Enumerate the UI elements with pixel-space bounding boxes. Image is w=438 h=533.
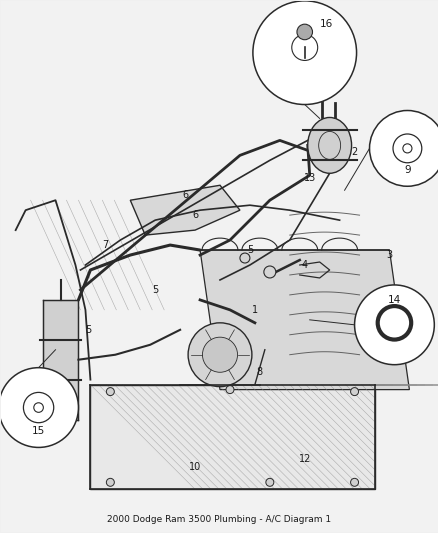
Polygon shape bbox=[200, 250, 409, 390]
Text: 2000 Dodge Ram 3500 Plumbing - A/C Diagram 1: 2000 Dodge Ram 3500 Plumbing - A/C Diagr… bbox=[107, 515, 331, 524]
Ellipse shape bbox=[307, 117, 351, 173]
Text: 12: 12 bbox=[298, 455, 310, 464]
Circle shape bbox=[350, 387, 358, 395]
Text: 14: 14 bbox=[387, 295, 400, 305]
Text: 6: 6 bbox=[182, 190, 188, 200]
Text: 5: 5 bbox=[246, 245, 252, 255]
Text: 7: 7 bbox=[102, 240, 108, 250]
Circle shape bbox=[296, 24, 312, 40]
Circle shape bbox=[263, 266, 275, 278]
Text: 6: 6 bbox=[191, 210, 198, 220]
Circle shape bbox=[0, 368, 78, 447]
Polygon shape bbox=[130, 185, 240, 235]
Circle shape bbox=[202, 337, 237, 372]
FancyBboxPatch shape bbox=[42, 300, 78, 419]
Text: 13: 13 bbox=[303, 173, 315, 183]
Text: 1: 1 bbox=[251, 305, 258, 315]
Circle shape bbox=[350, 478, 358, 486]
Text: 4: 4 bbox=[301, 260, 307, 270]
Circle shape bbox=[106, 478, 114, 486]
Circle shape bbox=[226, 385, 233, 393]
Circle shape bbox=[187, 323, 251, 386]
Text: 5: 5 bbox=[85, 325, 92, 335]
Text: 3: 3 bbox=[385, 250, 392, 260]
Text: 9: 9 bbox=[403, 165, 410, 175]
Circle shape bbox=[354, 285, 433, 365]
Circle shape bbox=[369, 110, 438, 186]
Circle shape bbox=[106, 387, 114, 395]
Text: 2: 2 bbox=[351, 147, 357, 157]
FancyBboxPatch shape bbox=[90, 385, 374, 489]
Circle shape bbox=[265, 478, 273, 486]
Text: 16: 16 bbox=[320, 19, 333, 29]
Text: 15: 15 bbox=[32, 426, 45, 435]
Text: 10: 10 bbox=[188, 462, 201, 472]
Circle shape bbox=[252, 1, 356, 104]
Text: 5: 5 bbox=[152, 285, 158, 295]
Circle shape bbox=[240, 253, 249, 263]
Text: 8: 8 bbox=[256, 367, 262, 377]
